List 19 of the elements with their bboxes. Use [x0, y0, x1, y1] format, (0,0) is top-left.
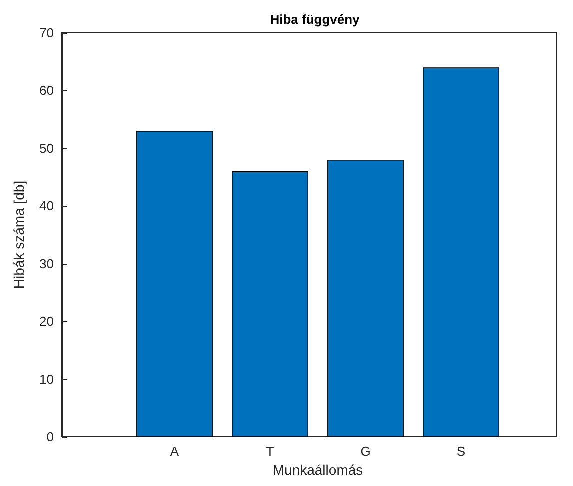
- chart-title: Hiba függvény: [270, 12, 361, 27]
- x-tick-label: S: [456, 444, 466, 459]
- y-tick-label: 30: [40, 256, 54, 272]
- x-tick-label: G: [360, 444, 371, 459]
- y-tick-label: 10: [40, 372, 54, 387]
- y-tick-label: 40: [40, 198, 54, 214]
- y-axis-title: Hibák száma [db]: [11, 180, 27, 290]
- bar: [328, 160, 404, 437]
- y-tick-label: 50: [40, 140, 54, 156]
- x-axis-title: Munkaállomás: [272, 462, 364, 478]
- y-tick-label: 60: [40, 83, 54, 98]
- bar: [232, 172, 308, 437]
- bar: [423, 68, 500, 437]
- x-tick-label: T: [266, 444, 274, 459]
- x-tick-label: A: [170, 444, 180, 459]
- y-tick-label: 20: [40, 314, 54, 330]
- bar: [136, 131, 213, 437]
- y-tick-label: 70: [40, 26, 54, 40]
- y-tick-label: 0: [46, 430, 54, 444]
